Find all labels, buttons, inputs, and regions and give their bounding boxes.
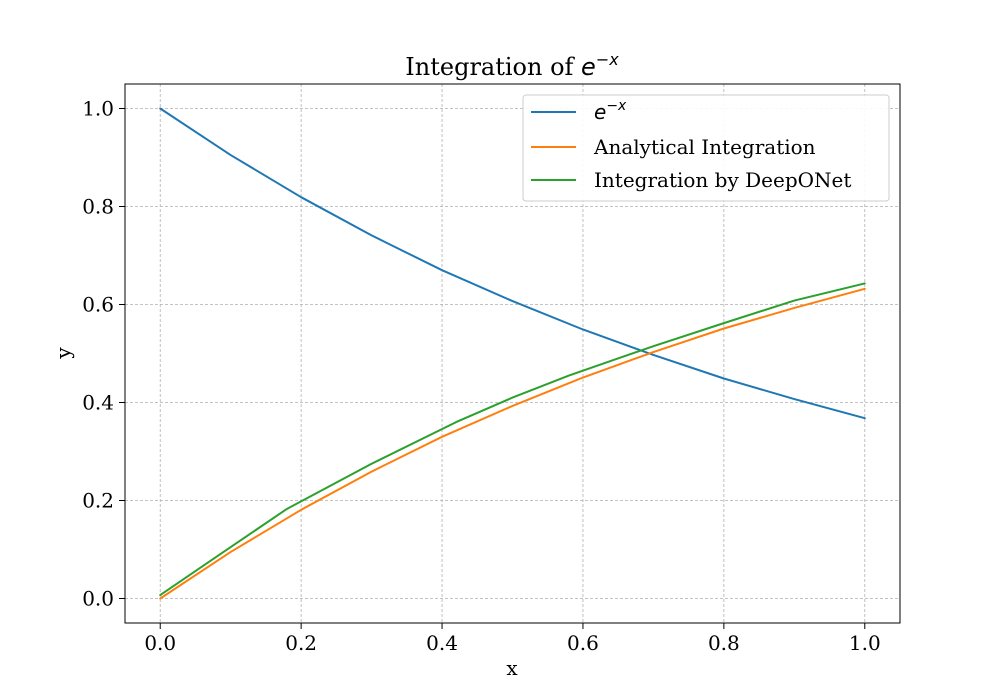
y-tick-label-0: 0.0 bbox=[82, 587, 114, 611]
legend-label-exp-base: e bbox=[594, 100, 606, 124]
chart-title-exponent: −x bbox=[596, 50, 619, 69]
chart-title: Integration of e−x bbox=[405, 50, 619, 81]
y-tick-label-2: 0.4 bbox=[82, 391, 114, 415]
series-line-analytical bbox=[159, 287, 866, 600]
legend-box bbox=[522, 94, 890, 202]
y-axis-label: y bbox=[51, 347, 75, 360]
x-tick-label-2: 0.4 bbox=[426, 631, 458, 655]
x-tick-label-3: 0.6 bbox=[567, 631, 599, 655]
legend-label-analytical: Analytical Integration bbox=[593, 135, 816, 159]
plot-frame bbox=[124, 83, 901, 624]
series-lines bbox=[159, 107, 866, 600]
y-tick-label-5: 1.0 bbox=[82, 97, 114, 121]
chart-title-prefix: Integration of bbox=[405, 53, 581, 81]
legend: e−x Analytical Integration Integration b… bbox=[522, 94, 890, 202]
x-tick-label-5: 1.0 bbox=[849, 631, 881, 655]
legend-label-exp: e−x bbox=[594, 98, 627, 124]
y-tick-label-1: 0.2 bbox=[82, 489, 114, 513]
y-axis-ticks: 0.0 0.2 0.4 0.6 0.8 1.0 bbox=[82, 97, 125, 611]
series-line-exp bbox=[159, 107, 866, 420]
series-line-deeponet bbox=[159, 282, 866, 597]
y-tick-label-3: 0.6 bbox=[82, 293, 114, 317]
grid bbox=[125, 84, 900, 623]
x-tick-label-0: 0.0 bbox=[144, 631, 176, 655]
legend-label-deeponet: Integration by DeepONet bbox=[594, 168, 851, 192]
x-tick-label-4: 0.8 bbox=[708, 631, 740, 655]
x-axis-ticks: 0.0 0.2 0.4 0.6 0.8 1.0 bbox=[144, 623, 881, 655]
chart-title-base: e bbox=[581, 53, 596, 81]
y-tick-label-4: 0.8 bbox=[82, 195, 114, 219]
legend-label-exp-exponent: −x bbox=[606, 98, 627, 114]
x-tick-label-1: 0.2 bbox=[285, 631, 317, 655]
x-axis-label: x bbox=[506, 656, 518, 680]
